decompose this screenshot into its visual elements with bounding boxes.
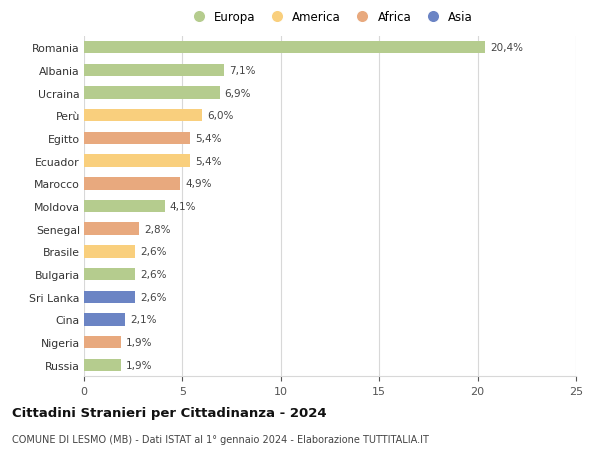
Bar: [84, 155, 190, 168]
Bar: [84, 178, 181, 190]
Text: 5,4%: 5,4%: [195, 156, 221, 166]
Text: 4,9%: 4,9%: [185, 179, 212, 189]
Text: 2,6%: 2,6%: [140, 269, 167, 280]
Text: 7,1%: 7,1%: [229, 66, 255, 76]
Bar: [84, 246, 135, 258]
Bar: [84, 64, 224, 77]
Text: 1,9%: 1,9%: [127, 360, 153, 370]
Bar: [84, 132, 190, 145]
Text: 5,4%: 5,4%: [195, 134, 221, 144]
Bar: [84, 87, 220, 100]
Text: Cittadini Stranieri per Cittadinanza - 2024: Cittadini Stranieri per Cittadinanza - 2…: [12, 406, 326, 419]
Text: 2,8%: 2,8%: [144, 224, 170, 234]
Text: 2,6%: 2,6%: [140, 247, 167, 257]
Bar: [84, 359, 121, 371]
Bar: [84, 268, 135, 281]
Bar: [84, 313, 125, 326]
Bar: [84, 291, 135, 303]
Bar: [84, 200, 164, 213]
Text: 6,0%: 6,0%: [207, 111, 233, 121]
Text: COMUNE DI LESMO (MB) - Dati ISTAT al 1° gennaio 2024 - Elaborazione TUTTITALIA.I: COMUNE DI LESMO (MB) - Dati ISTAT al 1° …: [12, 434, 429, 444]
Text: 6,9%: 6,9%: [225, 88, 251, 98]
Legend: Europa, America, Africa, Asia: Europa, America, Africa, Asia: [185, 9, 475, 26]
Text: 20,4%: 20,4%: [490, 43, 523, 53]
Text: 4,1%: 4,1%: [170, 202, 196, 212]
Bar: [84, 336, 121, 349]
Text: 2,6%: 2,6%: [140, 292, 167, 302]
Text: 1,9%: 1,9%: [127, 337, 153, 347]
Bar: [84, 110, 202, 122]
Bar: [84, 42, 485, 54]
Text: 2,1%: 2,1%: [130, 315, 157, 325]
Bar: [84, 223, 139, 235]
